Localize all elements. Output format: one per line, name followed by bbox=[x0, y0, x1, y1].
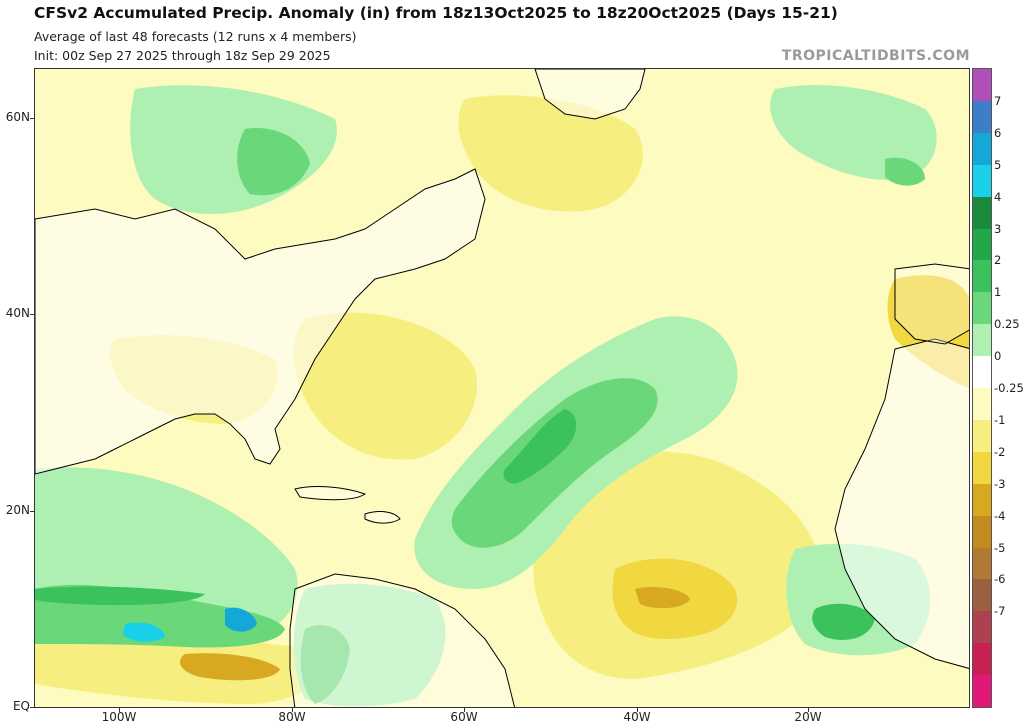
north-america-land bbox=[35, 168, 486, 475]
dry-region-atlantic-low bbox=[635, 587, 690, 609]
wet-region-uk-core bbox=[885, 157, 925, 186]
cuba-island bbox=[294, 486, 367, 501]
colorbar-label: -6 bbox=[994, 572, 1006, 587]
colorbar-segment bbox=[973, 675, 991, 708]
lon-tick-20w bbox=[808, 708, 809, 712]
map-svg bbox=[35, 69, 969, 707]
colorbar-segment bbox=[973, 419, 991, 453]
colorbar-segment bbox=[973, 483, 991, 517]
wet-band-atlantic-core bbox=[451, 378, 658, 548]
colorbar-segment bbox=[973, 292, 991, 325]
lon-tick-60w bbox=[464, 708, 465, 712]
colorbar-segment bbox=[973, 388, 991, 421]
colorbar-label: 0.25 bbox=[994, 317, 1020, 332]
dry-region-east-pacific-core bbox=[180, 653, 280, 681]
colorbar-label: -4 bbox=[994, 508, 1006, 523]
wet-region-pacific-max bbox=[123, 622, 165, 642]
colorbar-label: -0.25 bbox=[994, 381, 1024, 395]
south-america-land bbox=[289, 573, 516, 707]
colorbar-segment bbox=[973, 260, 991, 293]
iberia-land bbox=[894, 263, 969, 345]
colorbar-segment bbox=[973, 579, 991, 612]
lat-tick-40n bbox=[30, 314, 34, 315]
colorbar bbox=[972, 68, 992, 708]
lon-tick-100w bbox=[119, 708, 120, 712]
colorbar-segment bbox=[973, 324, 991, 357]
lat-label-60n: 60N bbox=[5, 110, 30, 124]
dry-region-east-pacific bbox=[35, 629, 323, 704]
colorbar-label: 7 bbox=[994, 93, 1002, 108]
colorbar-segment bbox=[973, 451, 991, 485]
lon-label-80w: 80W bbox=[278, 710, 306, 724]
lat-tick-20n bbox=[30, 511, 34, 512]
colorbar-label: -3 bbox=[994, 476, 1006, 491]
colorbar-segment bbox=[973, 100, 991, 134]
wet-region-west-africa-core bbox=[812, 603, 875, 640]
colorbar-segment bbox=[973, 69, 991, 102]
colorbar-segment bbox=[973, 164, 991, 198]
chart-subtitle-init: Init: 00z Sep 27 2025 through 18z Sep 29… bbox=[34, 48, 331, 63]
lon-label-100w: 100W bbox=[101, 710, 137, 724]
lon-tick-40w bbox=[637, 708, 638, 712]
colorbar-label: 1 bbox=[994, 285, 1002, 300]
lat-label-20n: 20N bbox=[5, 503, 30, 517]
lat-tick-60n bbox=[30, 118, 34, 119]
colorbar-label: 2 bbox=[994, 253, 1002, 268]
colorbar-label: 0 bbox=[994, 349, 1002, 364]
dry-region-west-atlantic bbox=[293, 312, 477, 460]
site-credit: TROPICALTIDBITS.COM bbox=[781, 48, 970, 64]
colorbar-segment bbox=[973, 196, 991, 229]
chart-title: CFSv2 Accumulated Precip. Anomaly (in) f… bbox=[34, 4, 838, 22]
colorbar-label: 6 bbox=[994, 125, 1002, 140]
lon-label-60w: 60W bbox=[450, 710, 478, 724]
dry-region-mid-atlantic-north bbox=[458, 95, 643, 212]
colorbar-segment bbox=[973, 547, 991, 580]
colorbar-label: -2 bbox=[994, 444, 1006, 459]
colorbar-segment bbox=[973, 643, 991, 676]
lon-tick-80w bbox=[292, 708, 293, 712]
colorbar-label: 3 bbox=[994, 221, 1002, 236]
colorbar-segment bbox=[973, 228, 991, 261]
hispaniola-island bbox=[364, 511, 401, 524]
colorbar-label: -1 bbox=[994, 412, 1006, 427]
colorbar-segment bbox=[973, 132, 991, 166]
wet-region-colombia bbox=[300, 625, 350, 704]
lon-label-20w: 20W bbox=[794, 710, 822, 724]
wet-band-atlantic-max bbox=[503, 409, 577, 484]
wet-region-east-pacific-band bbox=[35, 586, 205, 606]
lat-tick-eq bbox=[30, 707, 34, 708]
colorbar-label: 5 bbox=[994, 157, 1002, 172]
wet-region-central-america-max bbox=[225, 607, 257, 632]
precip-anomaly-map bbox=[34, 68, 970, 708]
lat-label-eq: EQ bbox=[12, 699, 30, 713]
africa-land bbox=[834, 338, 969, 669]
colorbar-segment bbox=[973, 356, 991, 389]
lon-label-40w: 40W bbox=[623, 710, 651, 724]
wet-region-iceland-uk bbox=[770, 85, 937, 180]
colorbar-label: -7 bbox=[994, 604, 1006, 619]
greenland-land bbox=[534, 69, 646, 120]
colorbar-label: 4 bbox=[994, 189, 1002, 204]
lat-label-40n: 40N bbox=[5, 306, 30, 320]
colorbar-segment bbox=[973, 515, 991, 548]
chart-subtitle-forecasts: Average of last 48 forecasts (12 runs x … bbox=[34, 29, 357, 44]
wet-region-hudson bbox=[237, 128, 310, 196]
colorbar-label: -5 bbox=[994, 540, 1006, 555]
colorbar-segment bbox=[973, 611, 991, 644]
